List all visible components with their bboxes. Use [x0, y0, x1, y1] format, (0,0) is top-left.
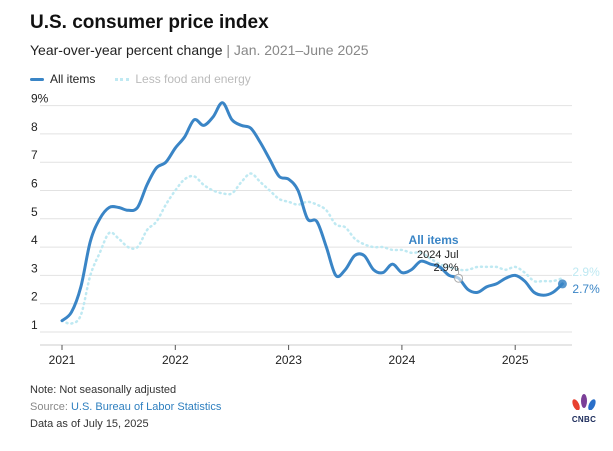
- annotation-label: 2024 Jul: [417, 249, 459, 261]
- subtitle-range: | Jan. 2021–June 2025: [226, 42, 369, 58]
- footnote: Note: Not seasonally adjusted: [30, 384, 177, 396]
- y-tick-label: 8: [31, 120, 38, 134]
- y-tick-label: 7: [31, 148, 38, 162]
- legend-swatch-all-items: [30, 77, 44, 81]
- end-label-less-food-and-energy: 2.9%: [572, 265, 600, 279]
- legend: All items Less food and energy: [30, 72, 251, 86]
- end-label-all-items: 2.7%: [572, 282, 600, 296]
- x-tick-label: 2024: [389, 353, 416, 367]
- annotation-series: All items: [409, 233, 459, 247]
- source-line: Source: U.S. Bureau of Labor Statistics: [30, 401, 221, 413]
- y-tick-label: 1: [31, 318, 38, 332]
- source-label: Source:: [30, 401, 71, 413]
- y-tick-label: 4: [31, 233, 38, 247]
- x-tick-label: 2025: [502, 353, 529, 367]
- x-tick-label: 2022: [162, 353, 189, 367]
- annotation-value: 2.9%: [433, 262, 458, 274]
- y-tick-label: 3: [31, 261, 38, 275]
- cnbc-logo-text: CNBC: [571, 415, 597, 424]
- y-tick-label: 5: [31, 205, 38, 219]
- chart-subtitle: Year-over-year percent change | Jan. 202…: [30, 42, 369, 58]
- y-tick-label: 2: [31, 290, 38, 304]
- chart-title: U.S. consumer price index: [30, 12, 269, 33]
- series-line-all-items: [60, 101, 564, 323]
- y-tick-label: 9%: [31, 92, 49, 106]
- data-date: Data as of July 15, 2025: [30, 418, 149, 430]
- y-tick-label: 6: [31, 177, 38, 191]
- end-point-all-items: [557, 279, 567, 289]
- peacock-icon: [570, 394, 598, 419]
- source-link[interactable]: U.S. Bureau of Labor Statistics: [70, 401, 222, 413]
- annotation-marker: [454, 273, 464, 283]
- legend-label-all-items: All items: [50, 72, 96, 86]
- legend-label-core: Less food and energy: [135, 72, 251, 86]
- cnbc-logo: CNBC: [566, 394, 602, 424]
- x-tick-label: 2023: [275, 353, 302, 367]
- subtitle-text: Year-over-year percent change: [30, 42, 223, 58]
- series-line-less-food-and-energy: [60, 172, 564, 325]
- legend-swatch-core: [115, 77, 130, 81]
- x-tick-label: 2021: [49, 353, 76, 367]
